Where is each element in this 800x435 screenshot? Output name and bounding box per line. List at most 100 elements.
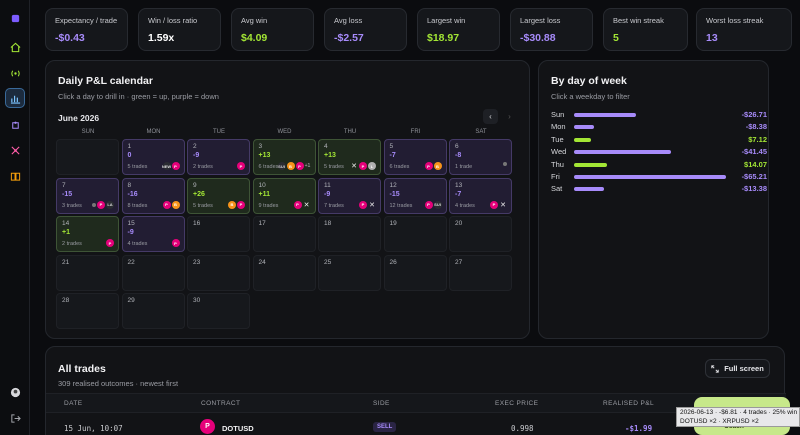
- contract-chips: P: [237, 162, 245, 170]
- day-number: 24: [259, 259, 266, 266]
- network-icon[interactable]: [5, 140, 25, 160]
- calendar-day-cell[interactable]: 20: [449, 216, 512, 252]
- daily-pnl-calendar-panel: Daily P&L calendar Click a day to drill …: [45, 60, 530, 339]
- calendar-day-cell[interactable]: 22: [122, 255, 185, 291]
- weekday-bar: [574, 187, 604, 191]
- calendar-day-cell[interactable]: 26: [384, 255, 447, 291]
- col-contract[interactable]: CONTRACT: [201, 400, 240, 407]
- full-screen-button[interactable]: Full screen: [705, 359, 770, 378]
- contract-chips: P ✕: [359, 201, 376, 209]
- analytics-icon[interactable]: [5, 88, 25, 108]
- day-trade-count: 1 trade: [455, 164, 472, 170]
- calendar-day-cell[interactable]: 30: [187, 293, 250, 329]
- day-number: 7: [62, 182, 66, 189]
- calendar-day-cell[interactable]: 3 +13 6 trades SUI B P +1: [253, 139, 316, 175]
- logout-icon[interactable]: [5, 408, 25, 428]
- next-month-button[interactable]: ›: [502, 109, 517, 124]
- weekday-row-mon[interactable]: Mon -$8.38: [551, 122, 767, 132]
- weekday-bar: [574, 125, 594, 129]
- day-number: 13: [455, 182, 462, 189]
- weekday-bar: [574, 150, 671, 154]
- coin-ticker-icon: LA: [106, 201, 114, 209]
- polkadot-icon: P: [163, 201, 171, 209]
- home-icon[interactable]: [5, 37, 25, 57]
- stat-label: Win / loss ratio: [148, 16, 211, 25]
- litecoin-icon: L: [368, 162, 376, 170]
- avatar[interactable]: [5, 382, 25, 402]
- day-number: 1: [128, 143, 132, 150]
- weekday-bar: [574, 113, 636, 117]
- table-row[interactable]: 15 Jun, 10:07 P DOTUSD SELL 0.998 -$1.99: [46, 414, 786, 435]
- calendar-day-cell[interactable]: 5 -7 6 trades P B: [384, 139, 447, 175]
- day-number: 4: [324, 143, 328, 150]
- calendar-day-cell[interactable]: 18: [318, 216, 381, 252]
- calendar-day-cell[interactable]: 1 0 5 trades NEW P: [122, 139, 185, 175]
- weekday-header: SAT: [449, 129, 513, 135]
- day-number: 12: [390, 182, 397, 189]
- app-logo-icon[interactable]: [5, 8, 25, 28]
- contract-chips: ✕ P L: [350, 162, 376, 170]
- weekday-row-thu[interactable]: Thu $14.07: [551, 160, 767, 170]
- weekday-row-sat[interactable]: Sat -$13.38: [551, 184, 767, 194]
- weekday-row-fri[interactable]: Fri -$65.21: [551, 172, 767, 182]
- calendar-day-cell[interactable]: 21: [56, 255, 119, 291]
- prev-month-button[interactable]: ‹: [483, 109, 498, 124]
- weekday-value: -$13.38: [742, 184, 767, 193]
- day-number: 22: [128, 259, 135, 266]
- calendar-day-cell[interactable]: 13 -7 4 trades P ✕: [449, 178, 512, 214]
- polkadot-icon: P: [237, 201, 245, 209]
- day-number: 3: [259, 143, 263, 150]
- weekday-header: MON: [122, 129, 186, 135]
- calendar-day-cell[interactable]: 23: [187, 255, 250, 291]
- calendar-day-cell[interactable]: 10 +11 9 trades P ✕: [253, 178, 316, 214]
- stat-value: -$30.88: [520, 32, 583, 44]
- stat-label: Best win streak: [613, 16, 678, 25]
- calendar-day-cell[interactable]: 4 +13 5 trades ✕ P L: [318, 139, 381, 175]
- day-number: 14: [62, 220, 69, 227]
- calendar-day-cell[interactable]: 15 -9 4 trades P: [122, 216, 185, 252]
- calendar-day-cell[interactable]: 14 +1 2 trades P: [56, 216, 119, 252]
- weekday-row-sun[interactable]: Sun -$26.71: [551, 110, 767, 120]
- col-date[interactable]: DATE: [64, 400, 82, 407]
- weekday-bar-track: [574, 138, 726, 142]
- calendar-day-cell[interactable]: 24: [253, 255, 316, 291]
- weekday-value: $14.07: [744, 160, 767, 169]
- signal-icon[interactable]: [5, 63, 25, 83]
- calendar-day-cell[interactable]: 28: [56, 293, 119, 329]
- calendar-day-cell[interactable]: 2 -9 2 trades P: [187, 139, 250, 175]
- calendar-day-cell[interactable]: 12 -15 12 trades P SUI: [384, 178, 447, 214]
- contract-chips: SUI B P +1: [278, 162, 311, 170]
- day-number: 18: [324, 220, 331, 227]
- col-realised-pnl[interactable]: REALISED P&L: [603, 400, 654, 407]
- contract-chips: P ✕: [490, 201, 507, 209]
- trade-date: 15 Jun, 10:07: [64, 424, 123, 433]
- calendar-day-cell[interactable]: 16: [187, 216, 250, 252]
- calendar-day-cell[interactable]: 19: [384, 216, 447, 252]
- day-number: 27: [455, 259, 462, 266]
- weekday-value: $7.12: [748, 135, 767, 144]
- day-trade-count: 6 trades: [390, 164, 410, 170]
- calendar-day-cell[interactable]: 8 -16 8 trades P B: [122, 178, 185, 214]
- stat-value: $18.97: [427, 32, 490, 44]
- col-side[interactable]: SIDE: [373, 400, 390, 407]
- day-number: 20: [455, 220, 462, 227]
- day-number: 5: [390, 143, 394, 150]
- calendar-day-cell[interactable]: 17: [253, 216, 316, 252]
- puzzle-icon[interactable]: [5, 115, 25, 135]
- calendar-day-cell[interactable]: 29: [122, 293, 185, 329]
- calendar-day-cell[interactable]: 27: [449, 255, 512, 291]
- contract-chips: P: [172, 239, 180, 247]
- calendar-day-cell[interactable]: 25: [318, 255, 381, 291]
- weekday-bar-track: [574, 175, 726, 179]
- weekday-row-tue[interactable]: Tue $7.12: [551, 135, 767, 145]
- calendar-day-cell[interactable]: 6 -8 1 trade: [449, 139, 512, 175]
- stat-card-worst-loss-streak: Worst loss streak 13: [696, 8, 792, 51]
- day-number: 8: [128, 182, 132, 189]
- calendar-day-cell[interactable]: 9 +26 5 trades B P: [187, 178, 250, 214]
- stat-label: Largest loss: [520, 16, 583, 25]
- col-exec-price[interactable]: EXEC PRICE: [495, 400, 538, 407]
- book-icon[interactable]: [5, 166, 25, 186]
- weekday-row-wed[interactable]: Wed -$41.45: [551, 147, 767, 157]
- calendar-day-cell[interactable]: 11 -9 7 trades P ✕: [318, 178, 381, 214]
- calendar-day-cell[interactable]: 7 -15 3 trades P LA: [56, 178, 119, 214]
